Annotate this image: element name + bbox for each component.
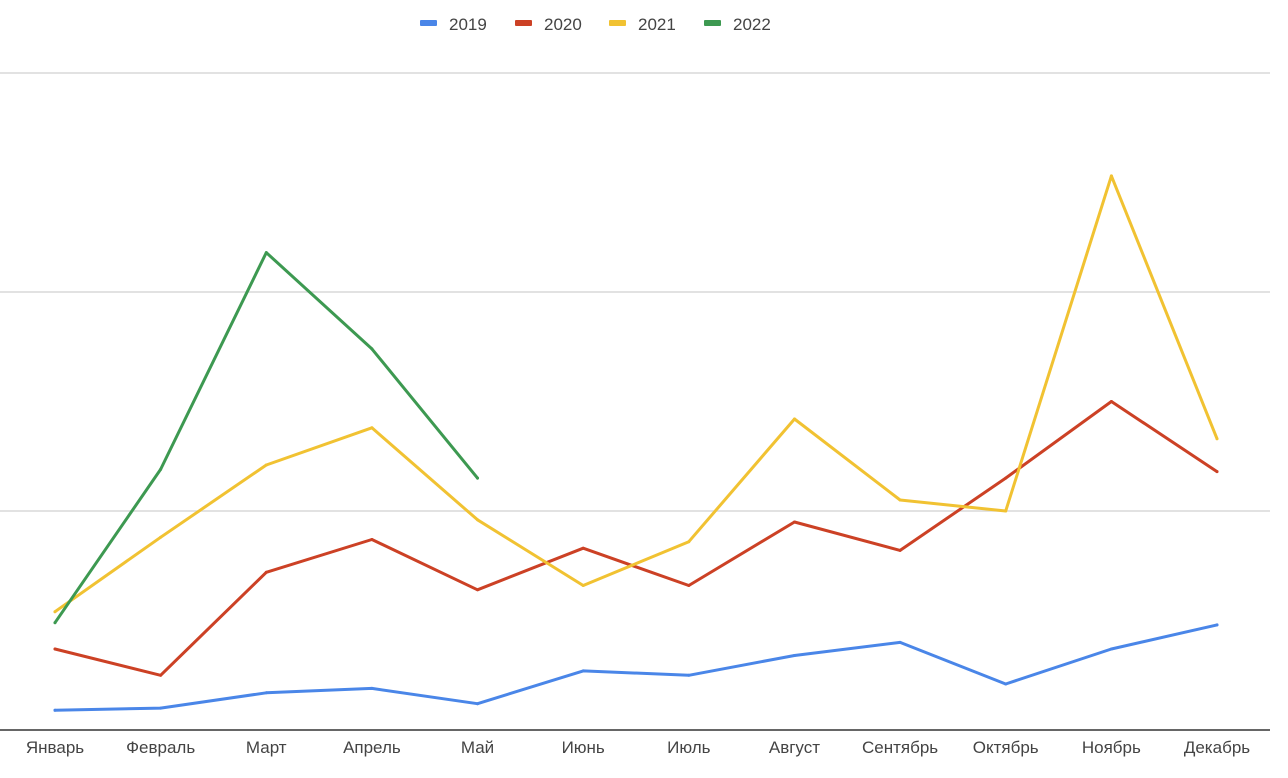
data-point: [793, 520, 796, 524]
legend-item-2020: 2020: [515, 15, 582, 34]
x-tick-label: Июль: [667, 738, 711, 757]
data-point: [1004, 476, 1008, 480]
x-tick-label: Июнь: [562, 738, 605, 757]
series-line-2019: [53, 623, 1219, 712]
data-point: [53, 708, 57, 712]
legend-item-2019: 2019: [420, 15, 487, 34]
data-point: [581, 546, 585, 550]
chart-gridlines: [0, 72, 1270, 512]
data-point: [159, 706, 163, 710]
legend-item-2021: 2021: [609, 15, 676, 34]
data-point: [1109, 174, 1113, 178]
chart-legend: 2019 2020 2021 2022: [420, 15, 771, 34]
data-point: [476, 476, 479, 480]
x-tick-label: Сентябрь: [862, 738, 938, 757]
legend-swatch: [420, 20, 437, 26]
legend-swatch: [704, 20, 721, 26]
legend-item-2022: 2022: [704, 15, 771, 34]
x-tick-label: Февраль: [126, 738, 195, 757]
data-point: [476, 702, 479, 706]
x-axis-tick-labels: Январь Февраль Март Апрель Май Июнь Июль Август…: [26, 738, 1250, 757]
x-tick-label: Август: [769, 738, 820, 757]
data-point: [1004, 509, 1008, 513]
data-point: [159, 467, 163, 471]
data-point: [898, 640, 902, 644]
x-tick-label: Май: [461, 738, 494, 757]
data-point: [581, 584, 585, 587]
data-point: [898, 498, 902, 502]
data-point: [476, 518, 479, 522]
x-tick-label: Ноябрь: [1082, 738, 1141, 757]
data-point: [793, 417, 796, 421]
data-point: [159, 535, 163, 539]
legend-label: 2020: [544, 15, 582, 34]
data-point: [264, 691, 268, 695]
data-point: [370, 426, 374, 430]
data-point: [1215, 470, 1219, 474]
data-point: [1004, 682, 1008, 686]
legend-label: 2022: [733, 15, 771, 34]
data-point: [687, 540, 691, 544]
data-point: [370, 538, 374, 541]
data-point: [476, 588, 479, 592]
legend-swatch: [609, 20, 626, 26]
x-tick-label: Декабрь: [1184, 738, 1250, 757]
x-tick-label: Апрель: [343, 738, 401, 757]
data-point: [1109, 647, 1113, 651]
series-line-2020: [53, 400, 1219, 677]
data-point: [687, 673, 691, 677]
series-2022: [53, 251, 479, 625]
data-point: [53, 610, 57, 614]
series-2021: [53, 174, 1219, 614]
data-point: [1215, 437, 1219, 441]
data-point: [264, 251, 268, 255]
x-tick-label: Январь: [26, 738, 84, 757]
data-point: [264, 570, 268, 574]
data-point: [264, 463, 268, 467]
x-tick-label: Октябрь: [973, 738, 1039, 757]
legend-swatch: [515, 20, 532, 26]
data-point: [898, 548, 902, 552]
data-point: [159, 673, 163, 677]
series-line-2021: [53, 174, 1219, 614]
data-point: [687, 584, 691, 587]
legend-label: 2019: [449, 15, 487, 34]
data-point: [53, 647, 57, 651]
data-point: [370, 347, 374, 351]
data-point: [370, 686, 374, 690]
series-2020: [53, 400, 1219, 677]
data-point: [1215, 623, 1219, 627]
data-point: [581, 669, 585, 673]
x-tick-label: Март: [246, 738, 287, 757]
data-point: [793, 654, 796, 657]
data-point: [1109, 400, 1113, 403]
data-point: [53, 621, 57, 625]
legend-label: 2021: [638, 15, 676, 34]
chart-series-group: [53, 174, 1219, 712]
series-2019: [53, 623, 1219, 712]
